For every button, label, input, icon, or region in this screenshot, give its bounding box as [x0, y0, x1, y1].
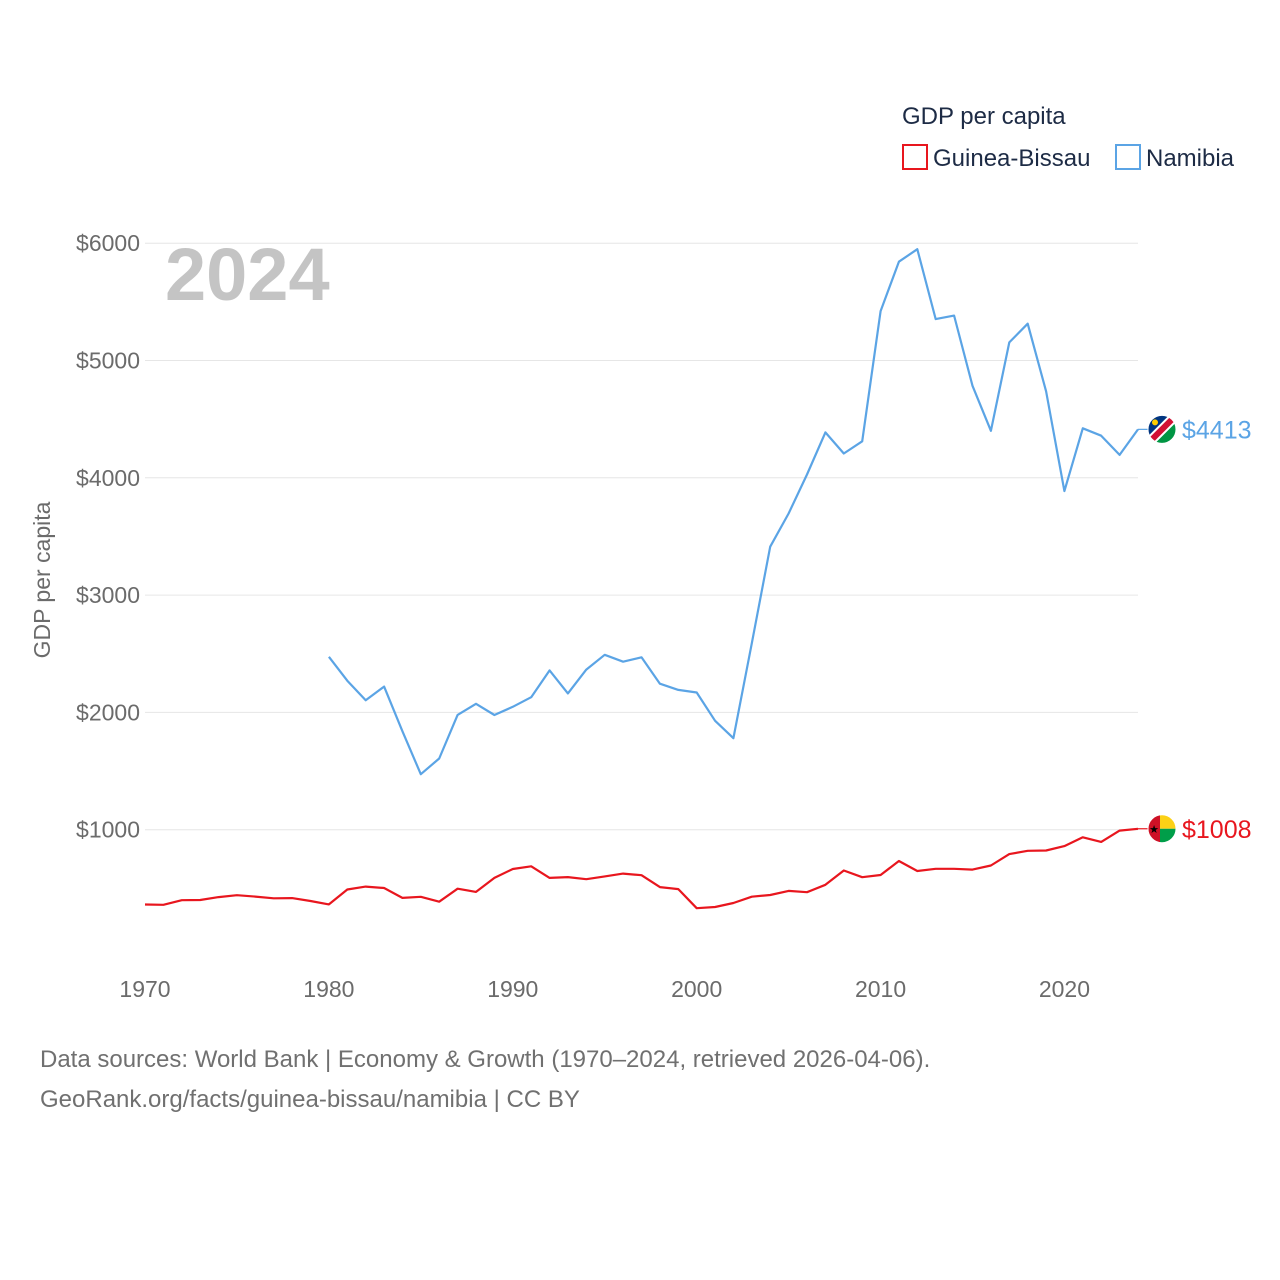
guinea-bissau-flag-icon: ★: [1147, 814, 1177, 844]
y-tick-label: $2000: [76, 699, 140, 725]
legend-label-guinea-bissau: Guinea-Bissau: [933, 145, 1090, 172]
y-axis: $1000 $2000 $3000 $4000 $5000 $6000: [76, 230, 140, 843]
series: [144, 248, 1139, 910]
x-tick-label: 1970: [119, 976, 170, 1002]
x-tick-label: 1990: [487, 976, 538, 1002]
y-tick-label: $6000: [76, 230, 140, 256]
grid: [145, 242, 1138, 831]
flag-border: [1147, 814, 1177, 844]
footer-attribution: GeoRank.org/facts/guinea-bissau/namibia …: [40, 1086, 580, 1113]
series-line-namibia[interactable]: [328, 248, 1139, 776]
namibia-flag-icon: [1147, 414, 1177, 444]
y-tick-label: $1000: [76, 817, 140, 843]
year-watermark: 2024: [165, 233, 330, 316]
y-tick-label: $5000: [76, 348, 140, 374]
legend-swatch-guinea-bissau: [902, 144, 928, 170]
series-line-guinea-bissau[interactable]: [144, 827, 1139, 910]
legend-swatch-namibia: [1115, 144, 1141, 170]
legend-item-namibia[interactable]: Namibia: [1115, 144, 1235, 172]
legend[interactable]: GDP per capita Guinea-Bissau Namibia: [902, 103, 1235, 172]
y-tick-label: $3000: [76, 582, 140, 608]
x-axis: 1970 1980 1990 2000 2010 2020: [119, 976, 1090, 1002]
x-tick-label: 1980: [303, 976, 354, 1002]
svg-text:★: ★: [1149, 824, 1159, 836]
x-tick-label: 2020: [1039, 976, 1090, 1002]
x-tick-label: 2000: [671, 976, 722, 1002]
y-tick-label: $4000: [76, 465, 140, 491]
legend-title: GDP per capita: [902, 103, 1066, 130]
footer-sources: Data sources: World Bank | Economy & Gro…: [40, 1046, 931, 1073]
end-markers: ★ $1008 $4413: [1138, 414, 1252, 844]
footer: Data sources: World Bank | Economy & Gro…: [40, 1040, 930, 1120]
end-value-label-guinea-bissau: $1008: [1182, 816, 1252, 844]
x-tick-label: 2010: [855, 976, 906, 1002]
flag-border: [1147, 414, 1177, 444]
legend-label-namibia: Namibia: [1146, 145, 1235, 172]
end-value-label-namibia: $4413: [1182, 416, 1252, 444]
legend-item-guinea-bissau[interactable]: Guinea-Bissau: [902, 144, 1090, 172]
y-axis-title: GDP per capita: [29, 501, 55, 658]
